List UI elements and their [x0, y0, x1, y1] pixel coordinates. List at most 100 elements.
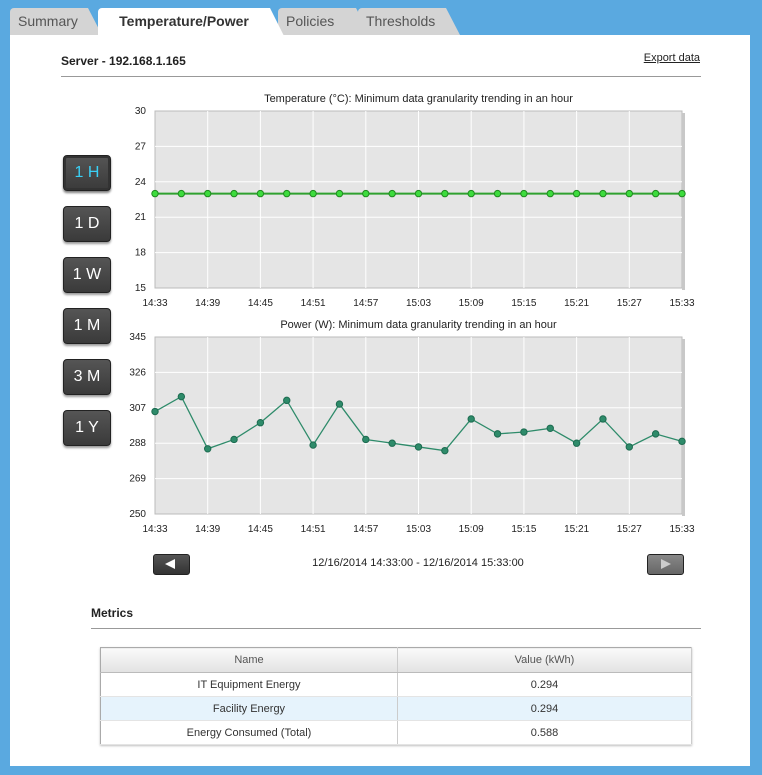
x-tick-label: 15:09: [459, 298, 484, 309]
server-title: Server - 192.168.1.165: [61, 54, 186, 68]
x-tick-label: 14:51: [301, 298, 326, 309]
data-point: [177, 189, 186, 198]
data-point: [678, 189, 686, 198]
data-point: [204, 189, 212, 198]
data-point: [256, 419, 265, 427]
data-point: [493, 189, 502, 198]
range-button-1m[interactable]: 1 M: [63, 308, 111, 344]
data-point: [204, 445, 212, 453]
y-tick-label: 307: [129, 403, 146, 414]
range-button-1h[interactable]: 1 H: [63, 155, 111, 191]
metrics-table: Name Value (kWh) IT Equipment Energy 0.2…: [100, 647, 692, 745]
x-tick-label: 15:03: [406, 524, 431, 535]
data-point: [335, 189, 344, 198]
data-point: [151, 189, 159, 198]
data-point: [309, 189, 317, 198]
metric-value: 0.588: [397, 720, 692, 745]
data-point: [467, 415, 475, 423]
x-tick-label: 14:45: [248, 524, 273, 535]
x-tick-label: 15:21: [564, 524, 589, 535]
table-row[interactable]: IT Equipment Energy 0.294: [100, 672, 692, 697]
plot-shadow: [682, 113, 685, 290]
metric-value: 0.294: [397, 672, 692, 697]
main-panel: Server - 192.168.1.165 Export data 1 H 1…: [10, 35, 750, 766]
data-point: [362, 189, 370, 198]
column-header-value[interactable]: Value (kWh): [397, 647, 692, 673]
metric-name: IT Equipment Energy: [100, 672, 398, 697]
column-header-name[interactable]: Name: [100, 647, 398, 673]
plot-shadow: [682, 339, 685, 516]
data-point: [151, 407, 159, 416]
metrics-title: Metrics: [91, 606, 134, 620]
next-period-button[interactable]: [647, 554, 684, 575]
x-tick-label: 15:15: [511, 524, 536, 535]
range-button-1y[interactable]: 1 Y: [63, 410, 111, 446]
y-tick-label: 15: [135, 283, 147, 294]
data-point: [256, 189, 265, 198]
data-point: [230, 435, 238, 444]
data-point: [599, 415, 607, 423]
x-tick-label: 14:33: [142, 298, 167, 309]
y-tick-label: 326: [129, 367, 146, 378]
data-point: [441, 189, 449, 198]
range-button-1d[interactable]: 1 D: [63, 206, 111, 242]
table-header-row: Name Value (kWh): [100, 647, 692, 673]
right-arrow-icon: [661, 559, 671, 569]
data-point: [230, 189, 238, 198]
table-row[interactable]: Facility Energy 0.294: [100, 696, 692, 721]
data-point: [678, 437, 686, 446]
divider: [91, 628, 701, 629]
data-point: [388, 439, 396, 447]
tab-temperature-power[interactable]: Temperature/Power: [98, 8, 284, 36]
x-tick-label: 14:57: [353, 298, 378, 309]
tab-policies[interactable]: Policies: [278, 8, 370, 35]
data-point: [651, 189, 660, 198]
table-row[interactable]: Energy Consumed (Total) 0.588: [100, 720, 692, 745]
range-button-1w[interactable]: 1 W: [63, 257, 111, 293]
range-button-3m[interactable]: 3 M: [63, 359, 111, 395]
charts-area: 14:33 14:39 14:45 14:51 14:57 15:03 15:09 15:15…: [129, 93, 695, 535]
prev-period-button[interactable]: [153, 554, 190, 575]
data-point: [572, 189, 581, 198]
export-data-link[interactable]: Export data: [643, 52, 700, 64]
tab-summary[interactable]: Summary: [10, 8, 102, 35]
tab-thresholds[interactable]: Thresholds: [358, 8, 460, 35]
left-arrow-icon: [165, 559, 175, 569]
x-tick-label: 15:21: [564, 298, 589, 309]
x-tick-label: 14:51: [301, 524, 326, 535]
data-point: [335, 400, 344, 408]
data-point: [599, 189, 607, 198]
y-tick-label: 250: [129, 509, 146, 520]
data-point: [520, 189, 528, 198]
x-tick-label: 15:03: [406, 298, 431, 309]
tab-bar: Summary Policies Thresholds Temperature/…: [10, 8, 750, 36]
y-tick-label: 21: [135, 212, 147, 223]
x-tick-label: 14:33: [142, 524, 167, 535]
x-tick-label: 15:09: [459, 524, 484, 535]
data-point: [546, 424, 554, 432]
x-tick-label: 15:27: [617, 524, 642, 535]
x-tick-label: 14:45: [248, 298, 273, 309]
data-point: [572, 439, 581, 447]
y-tick-label: 269: [129, 474, 146, 485]
metric-name: Facility Energy: [100, 696, 398, 721]
data-point: [467, 189, 475, 198]
divider: [61, 76, 701, 77]
y-tick-label: 30: [135, 106, 147, 117]
x-tick-label: 15:33: [669, 298, 694, 309]
data-point: [177, 392, 186, 401]
data-point: [362, 435, 370, 444]
data-point: [625, 443, 633, 451]
data-point: [283, 396, 291, 405]
chart-title: Temperature (°C): Minimum data granulari…: [264, 93, 573, 105]
y-tick-label: 27: [135, 141, 147, 152]
x-tick-label: 14:39: [195, 298, 220, 309]
y-tick-label: 288: [129, 438, 146, 449]
data-point: [388, 189, 396, 198]
data-point: [651, 430, 660, 438]
data-point: [493, 430, 502, 438]
x-tick-label: 14:39: [195, 524, 220, 535]
y-tick-label: 345: [129, 332, 146, 343]
time-range-label: 12/16/2014 14:33:00 - 12/16/2014 15:33:0…: [312, 557, 524, 569]
x-tick-label: 14:57: [353, 524, 378, 535]
